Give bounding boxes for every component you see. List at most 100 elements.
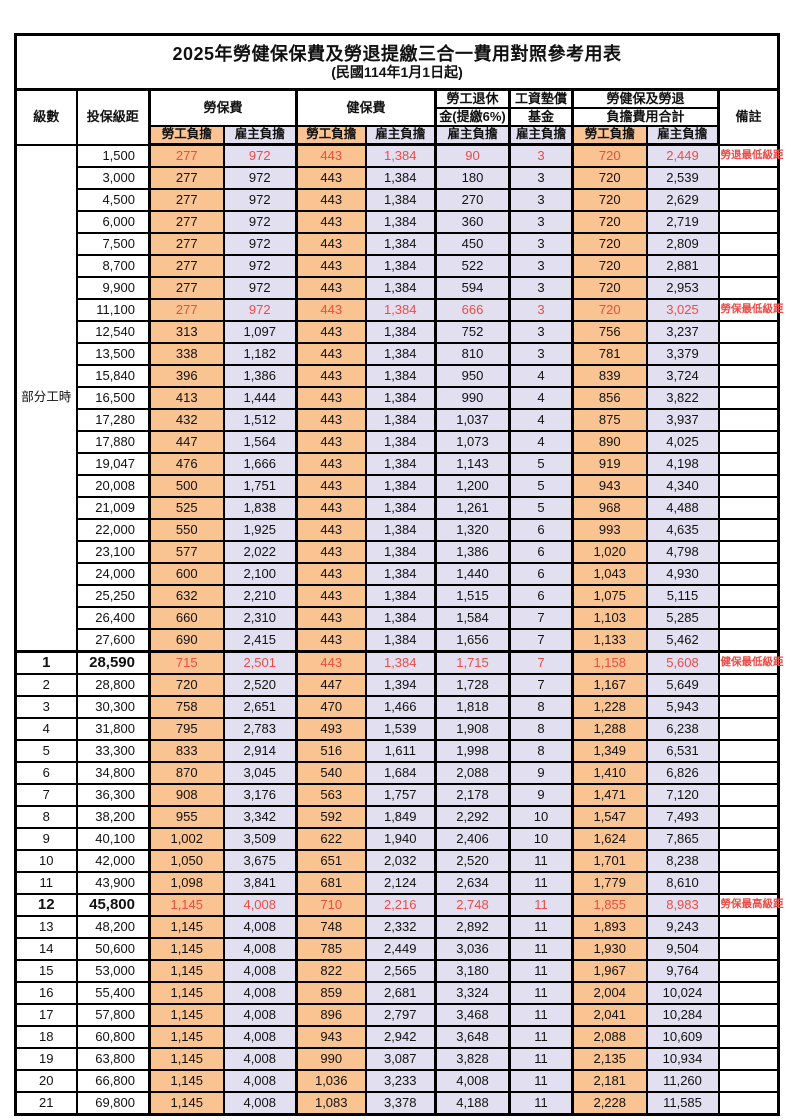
header-row-2: 金(提繳6%) 基金 負擔費用合計 (16, 107, 779, 127)
cell-total-employer: 2,719 (645, 210, 720, 234)
cell-pension-employer: 1,715 (434, 650, 511, 675)
cell-fund-employer: 3 (508, 143, 574, 168)
cell-total-employer: 8,238 (645, 849, 720, 873)
cell-remark (717, 628, 780, 653)
cell-health-employer: 1,384 (364, 210, 437, 234)
table-row: 3 30,300 758 2,651 470 1,466 1,818 8 1,228 5,943 (14, 695, 780, 719)
cell-labor-employee: 525 (148, 496, 225, 520)
table-row: 3,000 277 972 443 1,384 180 3 720 2,539 (16, 166, 780, 190)
cell-remark: 勞保最低級距 (717, 298, 784, 322)
fee-comparison-table: 2025年勞健保保費及勞退提繳三合一費用對照參考用表 (民國114年1月1日起)… (14, 33, 784, 1116)
cell-health-employer: 1,384 (364, 584, 437, 608)
cell-labor-employer: 1,838 (222, 496, 298, 520)
cell-health-employee: 681 (295, 871, 367, 895)
cell-fund-employer: 3 (508, 232, 574, 256)
cell-pension-employer: 594 (434, 276, 511, 300)
cell-pension-employer: 4,008 (434, 1069, 511, 1093)
cell-level: 10 (14, 849, 78, 873)
cell-labor-employee: 833 (148, 739, 225, 763)
cell-insured-bracket: 17,280 (75, 408, 151, 432)
cell-health-employee: 443 (295, 386, 367, 410)
cell-pension-employer: 1,037 (434, 408, 511, 432)
cell-part-time-label: 部分工時 (14, 143, 78, 653)
cell-total-employee: 1,043 (571, 562, 648, 586)
cell-total-employee: 1,624 (571, 827, 648, 851)
cell-health-employee: 443 (295, 342, 367, 366)
cell-insured-bracket: 24,000 (75, 562, 151, 586)
cell-total-employee: 1,547 (571, 805, 648, 829)
cell-remark (717, 342, 780, 366)
cell-labor-employer: 4,008 (222, 959, 298, 983)
cell-fund-employer: 8 (508, 717, 574, 741)
cell-health-employee: 822 (295, 959, 367, 983)
cell-pension-employer: 3,468 (434, 1003, 511, 1027)
cell-level: 18 (14, 1025, 78, 1049)
cell-total-employer: 9,243 (645, 915, 720, 939)
cell-remark (717, 430, 780, 454)
cell-health-employer: 1,384 (364, 408, 437, 432)
cell-fund-employer: 11 (508, 981, 574, 1005)
cell-labor-employee: 1,145 (148, 959, 225, 983)
cell-pension-employer: 3,180 (434, 959, 511, 983)
header-labor-employee: 勞工負擔 (148, 125, 225, 146)
cell-remark (717, 1025, 780, 1049)
cell-labor-employer: 3,841 (222, 871, 298, 895)
cell-remark (717, 937, 780, 961)
table-row: 19,047 476 1,666 443 1,384 1,143 5 919 4,198 (16, 452, 780, 476)
cell-total-employer: 4,798 (645, 540, 720, 564)
cell-level: 19 (14, 1047, 78, 1071)
cell-health-employee: 592 (295, 805, 367, 829)
cell-total-employee: 720 (571, 210, 648, 234)
table-row: 8,700 277 972 443 1,384 522 3 720 2,881 (16, 254, 780, 278)
header-insured-bracket: 投保級距 (75, 88, 151, 146)
table-row: 23,100 577 2,022 443 1,384 1,386 6 1,020 4,798 (16, 540, 780, 564)
cell-health-employer: 1,384 (364, 540, 437, 564)
cell-total-employer: 4,635 (645, 518, 720, 542)
cell-fund-employer: 3 (508, 276, 574, 300)
cell-pension-employer: 3,324 (434, 981, 511, 1005)
cell-pension-employer: 2,634 (434, 871, 511, 895)
cell-labor-employee: 1,145 (148, 1069, 225, 1093)
cell-level: 14 (14, 937, 78, 961)
cell-health-employee: 443 (295, 452, 367, 476)
cell-labor-employee: 277 (148, 143, 225, 168)
cell-health-employee: 443 (295, 496, 367, 520)
cell-health-employer: 1,384 (364, 628, 437, 653)
cell-labor-employer: 1,444 (222, 386, 298, 410)
cell-pension-employer: 2,406 (434, 827, 511, 851)
header-health-insurance-group: 健保費 (295, 88, 437, 127)
cell-fund-employer: 6 (508, 584, 574, 608)
cell-pension-employer: 666 (434, 298, 511, 322)
cell-health-employee: 516 (295, 739, 367, 763)
cell-fund-employer: 7 (508, 628, 574, 653)
cell-total-employee: 1,158 (571, 650, 648, 675)
table-row: 7,500 277 972 443 1,384 450 3 720 2,809 (16, 232, 780, 256)
cell-total-employee: 720 (571, 232, 648, 256)
cell-remark (717, 981, 780, 1005)
cell-labor-employee: 1,098 (148, 871, 225, 895)
cell-total-employee: 993 (571, 518, 648, 542)
cell-remark (717, 849, 780, 873)
cell-total-employer: 2,629 (645, 188, 720, 212)
cell-fund-employer: 10 (508, 805, 574, 829)
header-wage-fund-line1: 工資墊償 (508, 88, 574, 109)
cell-insured-bracket: 36,300 (75, 783, 151, 807)
cell-labor-employer: 2,501 (222, 650, 298, 675)
cell-health-employer: 2,942 (364, 1025, 437, 1049)
table-row: 6 34,800 870 3,045 540 1,684 2,088 9 1,410 6,826 (14, 761, 780, 785)
cell-total-employer: 9,504 (645, 937, 720, 961)
cell-level: 12 (14, 893, 78, 917)
cell-total-employee: 1,701 (571, 849, 648, 873)
cell-labor-employer: 972 (222, 298, 298, 322)
cell-insured-bracket: 25,250 (75, 584, 151, 608)
cell-insured-bracket: 20,008 (75, 474, 151, 498)
cell-remark (717, 320, 780, 344)
table-row: 6,000 277 972 443 1,384 360 3 720 2,719 (16, 210, 780, 234)
cell-labor-employer: 2,914 (222, 739, 298, 763)
table-row: 2 28,800 720 2,520 447 1,394 1,728 7 1,167 5,649 (14, 673, 780, 697)
cell-health-employee: 748 (295, 915, 367, 939)
cell-health-employer: 1,384 (364, 650, 437, 675)
cell-remark (717, 606, 780, 630)
cell-insured-bracket: 55,400 (75, 981, 151, 1005)
cell-total-employer: 2,953 (645, 276, 720, 300)
